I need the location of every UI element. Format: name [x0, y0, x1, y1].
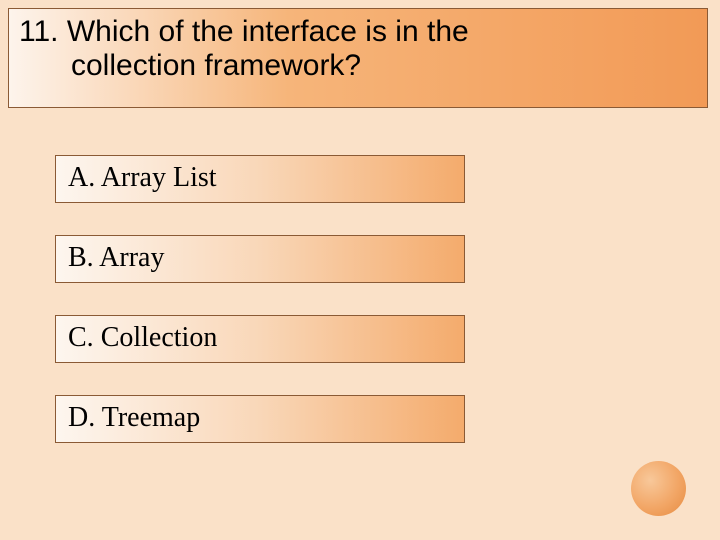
option-text-a: Array List — [95, 162, 216, 193]
question-text-line1: Which of the interface is in the — [58, 15, 468, 48]
option-text-c: Collection — [94, 322, 218, 353]
option-text-b: Array — [94, 242, 165, 273]
question-number: 11. — [19, 15, 58, 48]
option-a[interactable]: A. Array List — [55, 155, 465, 203]
decorative-circle-icon — [631, 461, 686, 516]
option-text-d: Treemap — [95, 402, 200, 433]
option-d[interactable]: D. Treemap — [55, 395, 465, 443]
option-letter-a: A. — [68, 162, 95, 193]
question-text-line2: collection framework? — [19, 49, 697, 83]
question-box: 11. Which of the interface is in the col… — [8, 8, 708, 108]
option-letter-b: B. — [68, 242, 94, 273]
option-c[interactable]: C. Collection — [55, 315, 465, 363]
option-letter-c: C. — [68, 322, 94, 353]
option-b[interactable]: B. Array — [55, 235, 465, 283]
option-letter-d: D. — [68, 402, 95, 433]
